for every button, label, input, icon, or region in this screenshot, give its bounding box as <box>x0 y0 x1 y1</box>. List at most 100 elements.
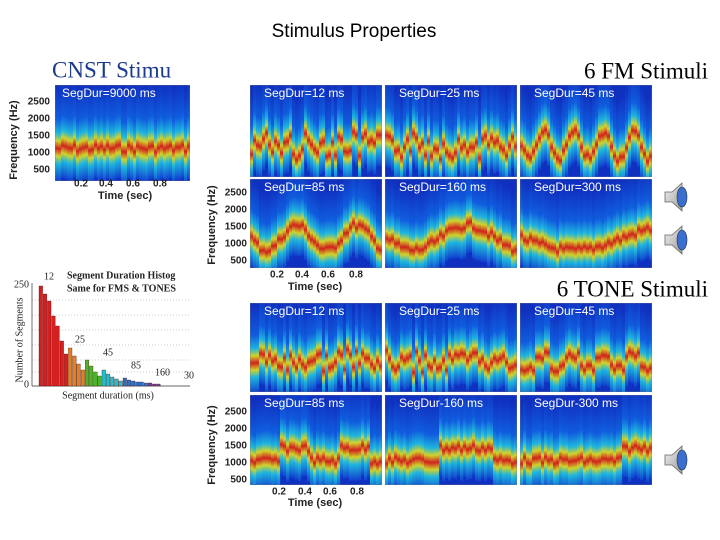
spectrogram-column <box>601 399 605 485</box>
spectrogram-column <box>349 303 353 385</box>
panel-label: SegDur=45 ms <box>534 304 614 318</box>
histogram-bar <box>68 347 73 387</box>
panel-label: SegDur-300 ms <box>534 396 618 410</box>
x-tick-label: 0.8 <box>349 270 363 281</box>
spectrogram-column <box>160 85 164 179</box>
spectrogram-column <box>589 188 593 268</box>
spectrogram-column <box>256 400 260 485</box>
spectrogram-column <box>406 85 410 171</box>
y-tick-label: 500 <box>33 165 50 176</box>
spectrogram-column <box>379 85 382 167</box>
spectrogram-column <box>328 94 332 177</box>
spectrogram-column <box>118 85 122 178</box>
spectrogram-column <box>271 400 275 485</box>
spectrogram-column <box>343 90 347 177</box>
spectrogram-column <box>403 86 407 177</box>
spectrogram-column <box>280 395 284 476</box>
spectrogram-column <box>571 401 575 485</box>
y-tick-label: 1500 <box>225 222 248 233</box>
spectrogram-column <box>493 399 497 485</box>
spectrogram-column <box>559 187 563 268</box>
y-tick-label: 2000 <box>225 424 248 435</box>
spectrogram-column <box>547 401 551 485</box>
spectrogram-column <box>289 179 293 257</box>
spectrogram-column <box>427 307 431 392</box>
spectrogram-column <box>295 98 299 177</box>
spectrogram-column <box>253 403 257 485</box>
spectrogram-column <box>256 85 260 177</box>
spectrogram-column <box>262 398 266 485</box>
spectrogram-column <box>355 179 359 259</box>
spectrogram-column <box>361 303 365 384</box>
spectrogram-column <box>424 94 428 177</box>
spectrogram-column <box>166 85 170 180</box>
spectrogram-column <box>343 395 347 479</box>
spectrogram-column <box>277 85 281 177</box>
spectrogram-column <box>403 400 407 485</box>
spectrogram-column <box>415 189 419 268</box>
spectrogram-column <box>565 85 569 177</box>
spectrogram-column <box>328 309 332 392</box>
spectrogram-column <box>373 309 377 392</box>
spectrogram-column <box>436 309 440 392</box>
spectrogram-column <box>451 303 455 391</box>
spectrogram-column <box>481 85 485 171</box>
spectrogram-column <box>445 91 449 177</box>
spectrogram-column <box>274 186 278 268</box>
spectrogram-column <box>646 100 650 177</box>
spectrogram-column <box>580 398 584 485</box>
spectrogram-column <box>571 85 575 164</box>
spectrogram-column <box>598 85 602 168</box>
spectrogram-column <box>553 404 557 485</box>
spectrogram-column <box>568 402 572 485</box>
spectrogram-column <box>544 303 548 383</box>
bar-label: 30 <box>184 370 194 381</box>
spectrogram-column <box>574 190 578 268</box>
spectrogram-column <box>634 303 638 387</box>
spectrogram-column <box>574 85 578 162</box>
spectrogram-column <box>613 182 617 268</box>
spectrogram-column <box>523 397 527 485</box>
spectrogram-column <box>451 395 455 479</box>
spectrogram-column <box>442 303 446 391</box>
spectrogram-column <box>541 303 545 390</box>
spectrogram-column <box>358 395 362 481</box>
spectrogram-column <box>433 183 437 268</box>
x-tick-label: 0.6 <box>323 487 337 498</box>
spectrogram-column <box>439 98 443 177</box>
spectrogram-column <box>457 303 461 386</box>
histogram-bar <box>131 380 136 387</box>
spectrogram-column <box>490 85 494 170</box>
spectrogram-column <box>565 399 569 485</box>
spectrogram-column <box>502 401 506 485</box>
spectrogram-column <box>376 404 380 485</box>
y-axis-label: Frequency (Hz) <box>8 100 20 180</box>
spectrogram-column <box>457 85 461 171</box>
spectrogram-column <box>628 85 632 169</box>
histogram-bar <box>122 377 127 387</box>
spectrogram-column <box>334 94 338 177</box>
spectrogram-column <box>592 90 596 177</box>
spectrogram-column <box>391 308 395 392</box>
spectrogram-column <box>562 306 566 392</box>
spectrogram-column <box>127 85 131 179</box>
histogram-bar <box>64 353 68 387</box>
spectrogram-column <box>391 85 395 172</box>
panel <box>385 179 517 268</box>
spectrogram-column <box>592 191 596 268</box>
spectrogram-column <box>601 303 605 386</box>
spectrogram-column <box>604 303 608 387</box>
spectrogram-column <box>562 189 566 268</box>
spectrogram-column <box>538 184 542 268</box>
spectrogram-column <box>532 90 536 177</box>
spectrogram-column <box>640 179 644 262</box>
histogram-bar <box>38 285 43 387</box>
spectrogram-column <box>250 93 254 177</box>
spectrogram-column <box>481 179 485 262</box>
y-tick-label: 500 <box>230 475 247 486</box>
spectrogram-column <box>640 395 644 481</box>
spectrogram-column <box>163 85 167 181</box>
spectrogram-column <box>265 398 269 485</box>
speaker-icon <box>664 225 683 255</box>
spectrogram-column <box>418 191 422 268</box>
